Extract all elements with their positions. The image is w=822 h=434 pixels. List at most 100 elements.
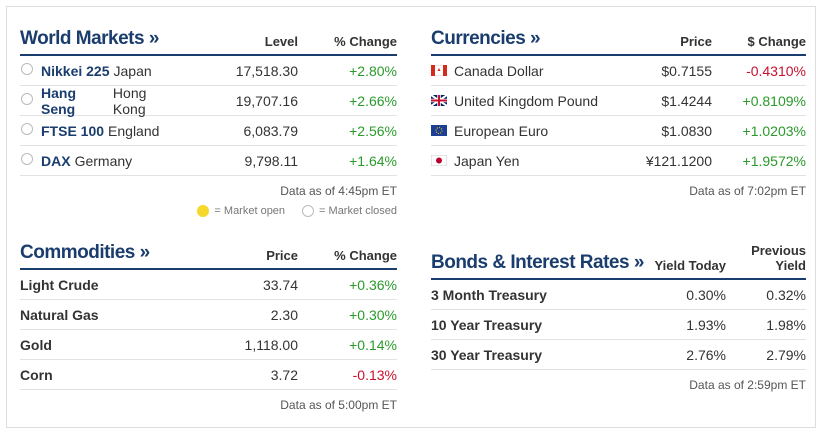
index-link[interactable]: Hang Seng xyxy=(41,84,76,117)
cell-change: +1.0203% xyxy=(742,122,806,139)
cell-change: +1.9572% xyxy=(742,152,806,169)
commodities-panel: Commodities » Price % Change Light Crude 33.… xyxy=(20,234,397,412)
data-timestamp: Data as of 4:45pm ET xyxy=(280,184,397,198)
section-title[interactable]: Bonds & Interest Rates » xyxy=(431,252,644,273)
legend-text: = Market closed xyxy=(319,205,397,217)
world-markets-panel: World Markets » Level % Change Nikkei 225 Ja… xyxy=(20,20,397,218)
row-name: Hang Seng Hong Kong xyxy=(20,85,178,117)
market-legend: = Market open = Market closed xyxy=(20,204,397,218)
cell-yield: 2.76% xyxy=(686,346,726,363)
column-header: Yield Today xyxy=(654,258,726,273)
cell-previous: 1.98% xyxy=(766,316,806,333)
row-name: FTSE 100 England xyxy=(20,122,178,139)
cell-previous: 0.32% xyxy=(766,286,806,303)
row-label: 10 Year Treasury xyxy=(431,316,543,333)
cell-change: +0.30% xyxy=(349,306,397,323)
status-icon xyxy=(20,152,34,169)
cell-change: +2.66% xyxy=(349,92,397,109)
row-name: 30 Year Treasury xyxy=(431,347,646,363)
table-row: 10 Year Treasury 1.93% 1.98% xyxy=(431,310,806,340)
table-row: 3 Month Treasury 0.30% 0.32% xyxy=(431,280,806,310)
data-timestamp: Data as of 7:02pm ET xyxy=(689,184,806,198)
cell-price: 1,118.00 xyxy=(244,336,298,353)
table-row: Corn 3.72 -0.13% xyxy=(20,360,397,390)
currency-name: Japan Yen xyxy=(454,152,520,169)
cell-level: 6,083.79 xyxy=(243,122,299,139)
bonds-panel: Bonds & Interest Rates » Yield Today Previ… xyxy=(431,234,806,392)
table-row: Natural Gas 2.30 +0.30% xyxy=(20,300,397,330)
row-name: Light Crude xyxy=(20,277,178,293)
row-name: 3 Month Treasury xyxy=(431,287,646,303)
cell-change: +2.80% xyxy=(349,62,397,79)
panel-header: Bonds & Interest Rates » Yield Today Previ… xyxy=(431,234,806,280)
table-row: Nikkei 225 Japan 17,518.30 +2.80% xyxy=(20,56,397,86)
section-title[interactable]: World Markets » xyxy=(20,28,159,49)
column-header: Price xyxy=(680,34,712,49)
flag-icon xyxy=(431,95,447,106)
panel-header: Currencies » Price $ Change xyxy=(431,20,806,56)
row-name: Corn xyxy=(20,367,178,383)
cell-yield: 0.30% xyxy=(686,286,726,303)
section-title[interactable]: Commodities » xyxy=(20,242,150,263)
table-row: Gold 1,118.00 +0.14% xyxy=(20,330,397,360)
currency-name: United Kingdom Pound xyxy=(454,92,598,109)
index-link[interactable]: FTSE 100 xyxy=(41,122,105,139)
cell-change: -0.4310% xyxy=(746,62,806,79)
flag-icon xyxy=(431,125,447,136)
cell-level: 19,707.16 xyxy=(235,92,298,109)
row-name: Gold xyxy=(20,337,178,353)
row-name: Canada Dollar xyxy=(431,63,602,79)
country: England xyxy=(108,122,160,139)
cell-change: +1.64% xyxy=(349,152,397,169)
cell-change: -0.13% xyxy=(352,366,397,383)
cell-price: $0.7155 xyxy=(661,62,712,79)
cell-price: 33.74 xyxy=(262,276,298,293)
cell-previous: 2.79% xyxy=(766,346,806,363)
row-name: DAX Germany xyxy=(20,152,178,169)
column-header: % Change xyxy=(334,34,397,49)
cell-change: +0.8109% xyxy=(742,92,806,109)
panel-header: Commodities » Price % Change xyxy=(20,234,397,270)
cell-price: 2.30 xyxy=(270,306,298,323)
cell-price: $1.4244 xyxy=(661,92,712,109)
currency-name: Canada Dollar xyxy=(454,62,544,79)
table-row: 30 Year Treasury 2.76% 2.79% xyxy=(431,340,806,370)
legend-icon xyxy=(196,204,210,218)
row-label: Natural Gas xyxy=(20,306,99,323)
table-row: United Kingdom Pound $1.4244 +0.8109% xyxy=(431,86,806,116)
row-label: Corn xyxy=(20,366,53,383)
flag-icon xyxy=(431,65,447,76)
table-row: Canada Dollar $0.7155 -0.4310% xyxy=(431,56,806,86)
row-label: 3 Month Treasury xyxy=(431,286,547,303)
data-timestamp: Data as of 5:00pm ET xyxy=(280,398,397,412)
column-header: % Change xyxy=(334,248,397,263)
cell-change: +2.56% xyxy=(349,122,397,139)
table-row: Light Crude 33.74 +0.36% xyxy=(20,270,397,300)
row-name: United Kingdom Pound xyxy=(431,93,602,109)
row-name: 10 Year Treasury xyxy=(431,317,646,333)
section-title[interactable]: Currencies » xyxy=(431,28,541,49)
country: Japan xyxy=(113,62,152,79)
cell-level: 9,798.11 xyxy=(244,152,298,169)
row-label: Gold xyxy=(20,336,52,353)
panel-header: World Markets » Level % Change xyxy=(20,20,397,56)
column-header: Previous Yield xyxy=(751,243,806,273)
currency-name: European Euro xyxy=(454,122,549,139)
table-row: DAX Germany 9,798.11 +1.64% xyxy=(20,146,397,176)
row-name: Nikkei 225 Japan xyxy=(20,62,178,79)
row-name: Natural Gas xyxy=(20,307,178,323)
data-timestamp: Data as of 2:59pm ET xyxy=(689,378,806,392)
index-link[interactable]: Nikkei 225 xyxy=(41,62,110,79)
table-row: Japan Yen ¥121.1200 +1.9572% xyxy=(431,146,806,176)
column-header: Level xyxy=(264,34,298,49)
country: Hong Kong xyxy=(112,84,147,117)
index-link[interactable]: DAX xyxy=(41,152,71,169)
cell-yield: 1.93% xyxy=(686,316,726,333)
status-icon xyxy=(20,122,34,139)
table-row: European Euro $1.0830 +1.0203% xyxy=(431,116,806,146)
row-label: Light Crude xyxy=(20,276,99,293)
table-row: FTSE 100 England 6,083.79 +2.56% xyxy=(20,116,397,146)
widget-frame xyxy=(6,6,816,428)
legend-text: = Market open xyxy=(214,205,286,217)
